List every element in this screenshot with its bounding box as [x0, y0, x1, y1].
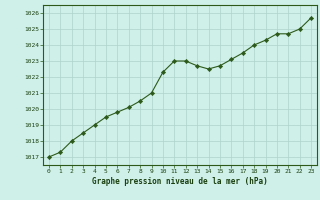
X-axis label: Graphe pression niveau de la mer (hPa): Graphe pression niveau de la mer (hPa) [92, 177, 268, 186]
